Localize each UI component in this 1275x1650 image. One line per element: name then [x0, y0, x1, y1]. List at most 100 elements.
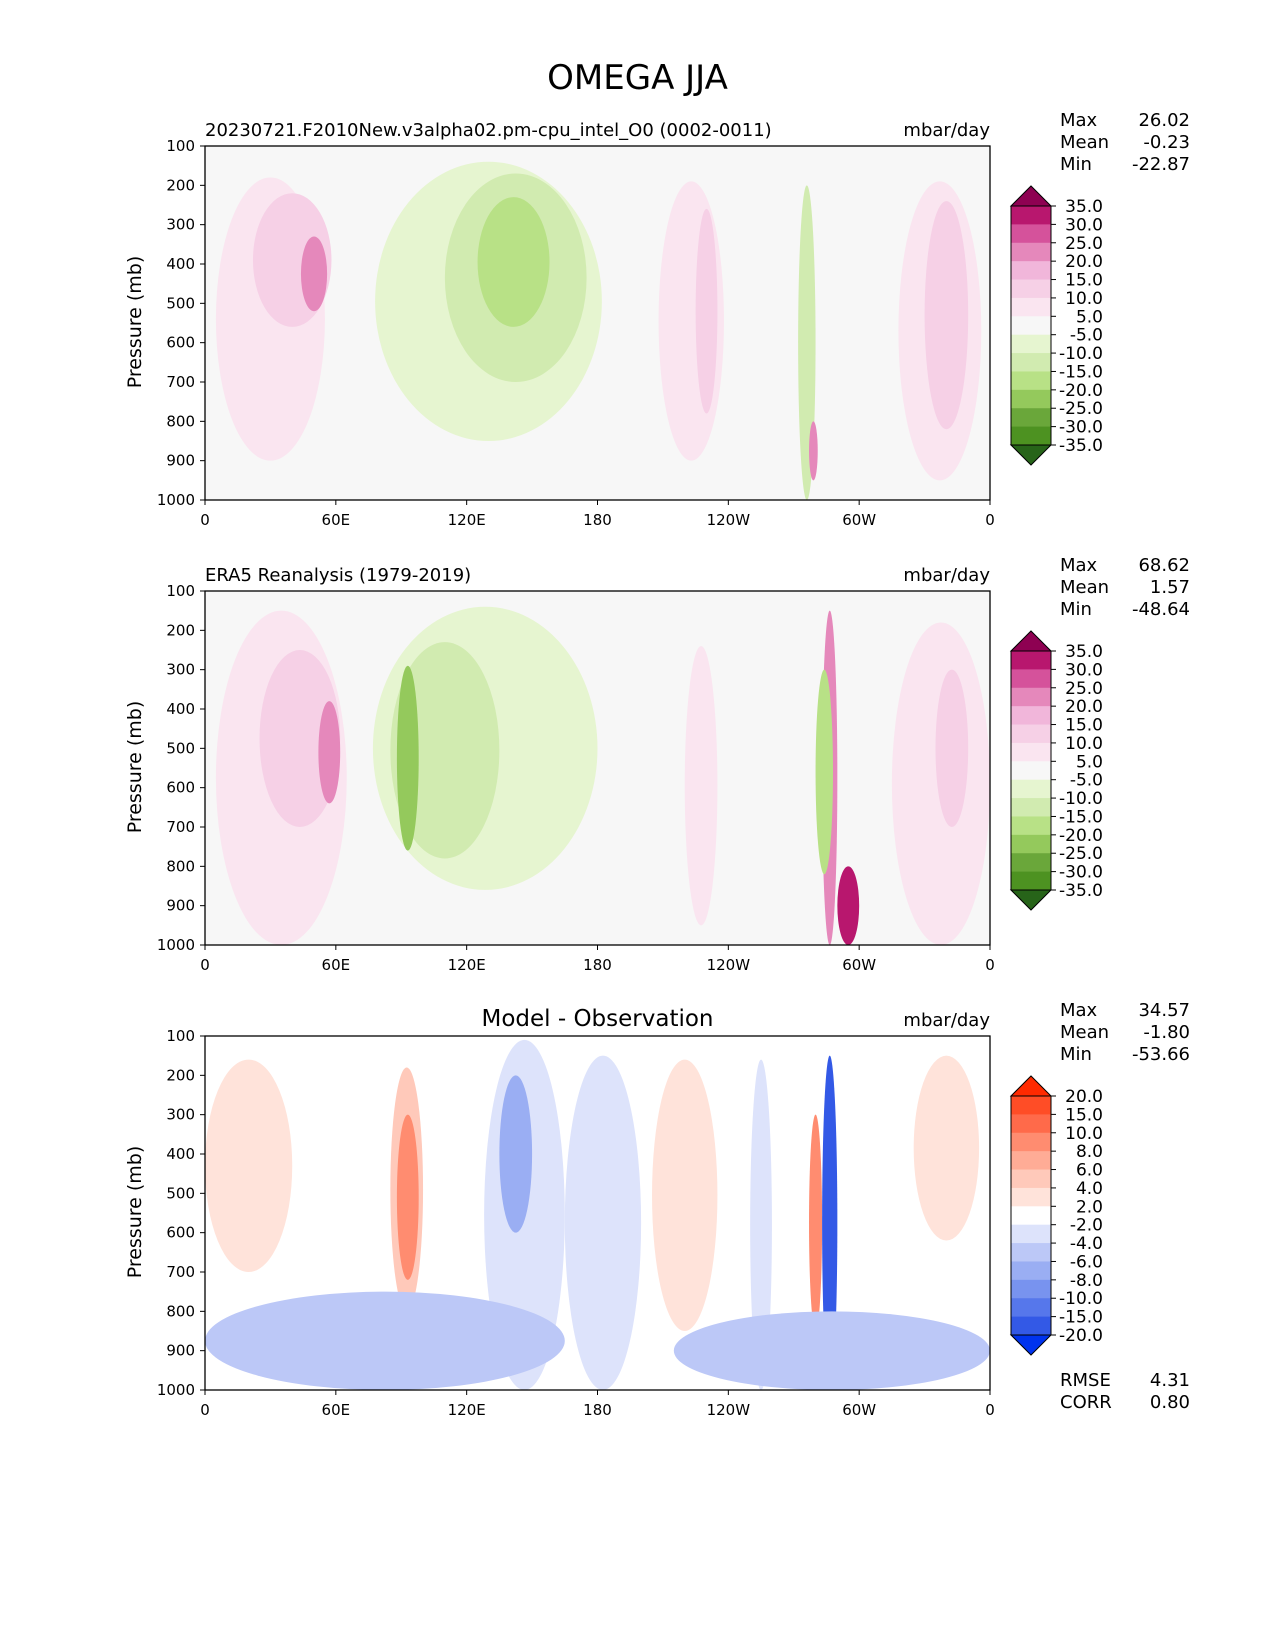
- colorbar-label: -6.0: [1070, 1252, 1103, 1272]
- x-tick-label: 0: [200, 511, 210, 529]
- colorbar-band: [1011, 242, 1051, 262]
- stat-value: -1.80: [1143, 1022, 1190, 1043]
- colorbar-extend-min: [1009, 444, 1053, 466]
- y-tick-label: 900: [166, 897, 195, 915]
- colorbar-extend-min: [1009, 1334, 1053, 1356]
- colorbar-label: 30.0: [1065, 660, 1103, 680]
- panel-title: ERA5 Reanalysis (1979-2019): [205, 565, 472, 586]
- colorbar-label: 20.0: [1065, 1087, 1103, 1107]
- x-tick-label: 60E: [322, 511, 351, 529]
- y-tick-label: 200: [166, 621, 195, 639]
- colorbar-label: 35.0: [1065, 642, 1103, 662]
- colorbar-band: [1011, 279, 1051, 299]
- y-tick-label: 500: [166, 739, 195, 757]
- stat-row-min: Min -48.64: [1060, 599, 1190, 621]
- x-tick-label: 120W: [707, 1401, 751, 1419]
- y-tick-label: 200: [166, 1066, 195, 1084]
- y-tick-label: 800: [166, 412, 195, 430]
- colorbar-label: 20.0: [1065, 697, 1103, 717]
- colorbar-band: [1011, 761, 1051, 781]
- stat-key: Min: [1060, 154, 1092, 175]
- contour-region-7: [652, 1059, 718, 1331]
- stat-row-max: Max 68.62: [1060, 555, 1190, 577]
- contour-region-1: [205, 1059, 293, 1272]
- y-tick-label: 900: [166, 452, 195, 470]
- stat-row-max: Max 34.57: [1060, 1000, 1190, 1022]
- stat-key: Mean: [1060, 1022, 1110, 1043]
- y-tick-label: 1000: [157, 1381, 195, 1399]
- chart-svg-1: 100 200 300 400 500 600 700 800 900 1000 0 60E 120E 1…: [157, 137, 1103, 529]
- stat-key: Max: [1060, 110, 1098, 131]
- colorbar-band: [1011, 669, 1051, 689]
- contour-region-12: [935, 669, 969, 827]
- colorbar-band: [1011, 1151, 1051, 1171]
- colorbar-label: 30.0: [1065, 215, 1103, 235]
- stat-value: 0.80: [1149, 1392, 1190, 1413]
- contour-region-13: [673, 1311, 990, 1390]
- colorbar-label: 5.0: [1076, 307, 1103, 327]
- y-axis-label: Pressure (mb): [124, 255, 146, 389]
- y-tick-label: 700: [166, 818, 195, 836]
- y-tick-label: 1000: [157, 491, 195, 509]
- page-title: OMEGA JJA: [547, 58, 728, 98]
- stat-key: Max: [1060, 1000, 1098, 1021]
- y-tick-label: 800: [166, 1302, 195, 1320]
- colorbar-band: [1011, 1096, 1051, 1115]
- colorbar-label: 2.0: [1076, 1197, 1103, 1217]
- colorbar-label: 4.0: [1076, 1179, 1103, 1199]
- stat-key: CORR: [1060, 1392, 1112, 1413]
- y-tick-label: 700: [166, 1263, 195, 1281]
- chart-svg-3: 100 200 300 400 500 600 700 800 900 1000 0 60E 120E 1…: [157, 1027, 1103, 1419]
- colorbar-band: [1011, 334, 1051, 354]
- colorbar-band: [1011, 316, 1051, 336]
- colorbar-band: [1011, 742, 1051, 762]
- x-tick-label: 120E: [448, 511, 486, 529]
- y-tick-label: 400: [166, 700, 195, 718]
- colorbar-band: [1011, 687, 1051, 707]
- colorbar-label: -5.0: [1070, 326, 1103, 346]
- colorbar-band: [1011, 408, 1051, 428]
- colorbar-label: -5.0: [1070, 771, 1103, 791]
- y-tick-label: 500: [166, 1184, 195, 1202]
- x-tick-label: 0: [985, 1401, 995, 1419]
- x-tick-label: 120W: [707, 511, 751, 529]
- contour-region-10: [809, 421, 818, 481]
- stat-row-min: Min -53.66: [1060, 1044, 1190, 1066]
- colorbar-label: -2.0: [1070, 1216, 1103, 1236]
- y-axis-label: Pressure (mb): [124, 1145, 146, 1279]
- colorbar-label: -35.0: [1059, 436, 1103, 456]
- colorbar-label: -35.0: [1059, 881, 1103, 901]
- colorbar-band: [1011, 1132, 1051, 1152]
- y-tick-label: 200: [166, 176, 195, 194]
- colorbar-band: [1011, 779, 1051, 799]
- contour-region-8: [695, 208, 718, 414]
- colorbar-band: [1011, 261, 1051, 281]
- stat-key: Min: [1060, 599, 1092, 620]
- colorbar-label: -20.0: [1059, 381, 1103, 401]
- colorbar-band: [1011, 834, 1051, 854]
- colorbar-label: -8.0: [1070, 1271, 1103, 1291]
- colorbar-extend-max: [1009, 630, 1053, 652]
- colorbar-frame: [1010, 650, 1052, 891]
- contour-region-7: [684, 646, 718, 926]
- contour-region-11: [913, 1055, 980, 1241]
- colorbar-band: [1011, 1298, 1051, 1318]
- colorbar-band: [1011, 353, 1051, 372]
- y-tick-label: 300: [166, 661, 195, 679]
- x-tick-label: 180: [583, 1401, 612, 1419]
- stat-value: 26.02: [1138, 110, 1190, 131]
- contour-region-3: [396, 1114, 419, 1280]
- contour-region-9: [798, 185, 816, 500]
- x-tick-label: 60W: [842, 511, 876, 529]
- contour-region-12: [205, 1291, 565, 1390]
- stats-block: Max 68.62 Mean 1.57 Min -48.64: [1060, 555, 1190, 621]
- panel-units: mbar/day: [903, 1010, 990, 1031]
- stat-value: -48.64: [1131, 599, 1190, 620]
- colorbar-extend-max: [1009, 185, 1053, 207]
- x-tick-label: 0: [200, 1401, 210, 1419]
- chart-panel-2: 100 200 300 400 500 600 700 800 900 1000 0 60E 120E 1…: [0, 555, 1275, 995]
- colorbar-band: [1011, 1114, 1051, 1134]
- y-tick-label: 100: [166, 137, 195, 155]
- chart-panel-3: 100 200 300 400 500 600 700 800 900 1000 0 60E 120E 1…: [0, 1000, 1275, 1440]
- y-tick-label: 500: [166, 294, 195, 312]
